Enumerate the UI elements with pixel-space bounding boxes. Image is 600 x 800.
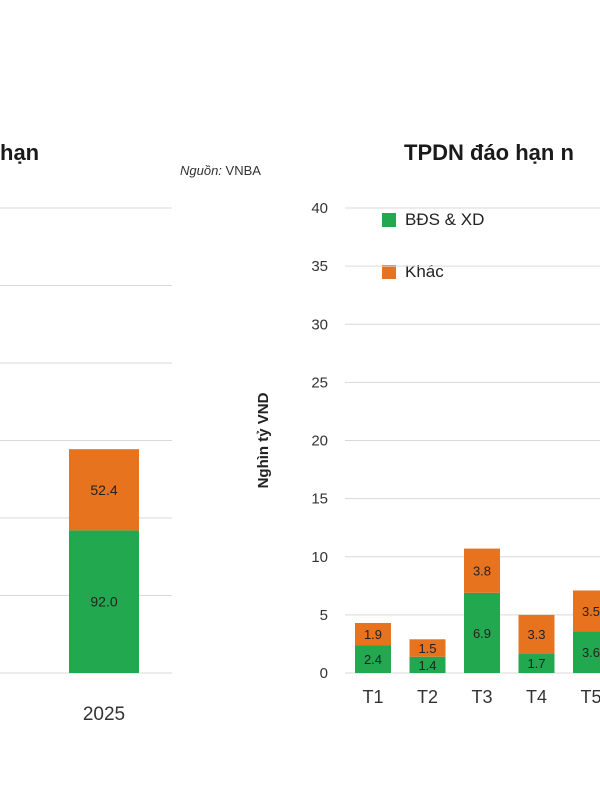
legend-label-khac: Khác bbox=[405, 262, 444, 281]
right-chart-title: TPDN đáo hạn n bbox=[404, 140, 574, 165]
source-value: VNBA bbox=[225, 163, 261, 178]
legend-item-bds-xd: BĐS & XD bbox=[382, 210, 484, 230]
left-category-label: 2025 bbox=[83, 704, 125, 725]
source-note: Nguồn: VNBA bbox=[180, 163, 261, 178]
left-bar-kh-c-2025 bbox=[69, 449, 139, 531]
left-bar-b-s-xd-2025 bbox=[69, 530, 139, 673]
left-data-label: 52.4 bbox=[90, 482, 117, 498]
left-chart-title: hạn bbox=[0, 140, 40, 165]
legend-swatch-khac bbox=[382, 265, 396, 279]
legend-swatch-bds-xd bbox=[382, 213, 396, 227]
legend-label-bds-xd: BĐS & XD bbox=[405, 210, 485, 229]
left-data-label: 92.0 bbox=[90, 594, 117, 610]
legend-item-khac: Khác bbox=[382, 262, 444, 282]
source-label: Nguồn: bbox=[180, 163, 222, 178]
